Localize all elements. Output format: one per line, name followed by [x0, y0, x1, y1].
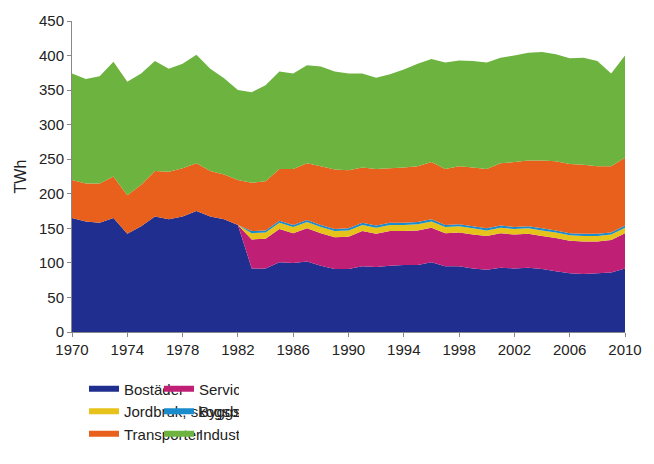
svg-text:2002: 2002	[498, 341, 531, 358]
svg-text:1974: 1974	[111, 341, 144, 358]
svg-text:2010: 2010	[608, 341, 641, 358]
svg-text:Service: Service	[199, 381, 239, 398]
svg-text:250: 250	[39, 150, 64, 167]
svg-text:1990: 1990	[332, 341, 365, 358]
svg-text:300: 300	[39, 116, 64, 133]
svg-text:50: 50	[47, 289, 64, 306]
svg-text:100: 100	[39, 254, 64, 271]
svg-text:1994: 1994	[387, 341, 420, 358]
svg-text:Transporter: Transporter	[124, 426, 201, 443]
svg-text:1982: 1982	[221, 341, 254, 358]
svg-text:1978: 1978	[166, 341, 199, 358]
svg-text:2006: 2006	[553, 341, 586, 358]
svg-text:Bostäder: Bostäder	[124, 380, 184, 398]
svg-text:Jordbruk, skogsbruk och fiske: Jordbruk, skogsbruk och fiske	[124, 403, 239, 420]
svg-text:350: 350	[39, 81, 64, 98]
svg-text:Byggsektorn: Byggsektorn	[199, 403, 239, 420]
svg-text:TWh: TWh	[12, 160, 29, 194]
svg-text:400: 400	[39, 47, 64, 64]
svg-text:1970: 1970	[55, 341, 88, 358]
svg-text:450: 450	[39, 12, 64, 29]
svg-text:Industri: Industri	[199, 426, 239, 443]
svg-text:200: 200	[39, 185, 64, 202]
svg-text:1998: 1998	[442, 341, 475, 358]
svg-text:1986: 1986	[277, 341, 310, 358]
svg-text:150: 150	[39, 220, 64, 237]
svg-text:0: 0	[56, 323, 64, 340]
